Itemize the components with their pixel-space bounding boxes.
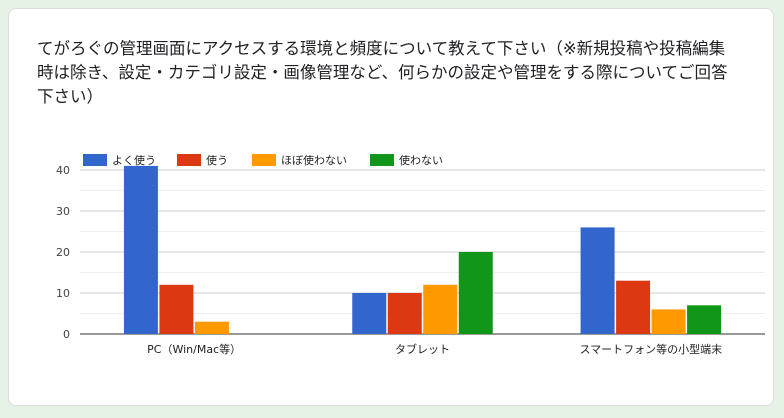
gridlines [80, 169, 765, 335]
bar-3-2 [423, 284, 458, 334]
bar-2-2 [387, 293, 422, 334]
bar-1-3 [580, 227, 615, 334]
bar-2-3 [616, 280, 651, 334]
bar-1-2 [352, 293, 387, 334]
legend-label: ほぼ使わない [281, 154, 347, 167]
legend-item: ほぼ使わない [252, 154, 347, 167]
y-tick-label: 0 [63, 328, 70, 341]
y-axis-ticks: 0 10 20 30 40 [56, 164, 70, 341]
bar-1-1 [123, 165, 158, 334]
legend-item: よく使う [83, 154, 156, 167]
legend-swatch [177, 154, 201, 166]
y-tick-label: 10 [56, 287, 70, 300]
legend-swatch [83, 154, 107, 166]
legend-label: よく使う [112, 154, 156, 167]
bar-3-1 [194, 321, 229, 334]
legend-label: 使う [206, 154, 228, 167]
bar-4-3 [687, 305, 722, 334]
legend-item: 使わない [370, 154, 443, 167]
legend-swatch [252, 154, 276, 166]
legend: よく使う 使う ほぼ使わない 使わない [83, 154, 443, 167]
y-tick-label: 40 [56, 164, 70, 177]
legend-item: 使う [177, 154, 228, 167]
x-axis-categories: PC（Win/Mac等） タブレット スマートフォン等の小型端末 [147, 342, 722, 356]
x-category-label: スマートフォン等の小型端末 [579, 342, 722, 356]
bars [123, 165, 722, 334]
y-tick-label: 20 [56, 246, 70, 259]
legend-swatch [370, 154, 394, 166]
bar-3-3 [651, 309, 686, 334]
bar-4-2 [458, 252, 493, 334]
legend-label: 使わない [399, 154, 443, 167]
x-category-label: タブレット [395, 342, 450, 356]
x-category-label: PC（Win/Mac等） [147, 342, 241, 356]
question-title: てがろぐの管理画面にアクセスする環境と頻度について教えて下さい（※新規投稿や投稿… [37, 39, 728, 106]
y-tick-label: 30 [56, 205, 70, 218]
bar-2-1 [159, 284, 194, 334]
